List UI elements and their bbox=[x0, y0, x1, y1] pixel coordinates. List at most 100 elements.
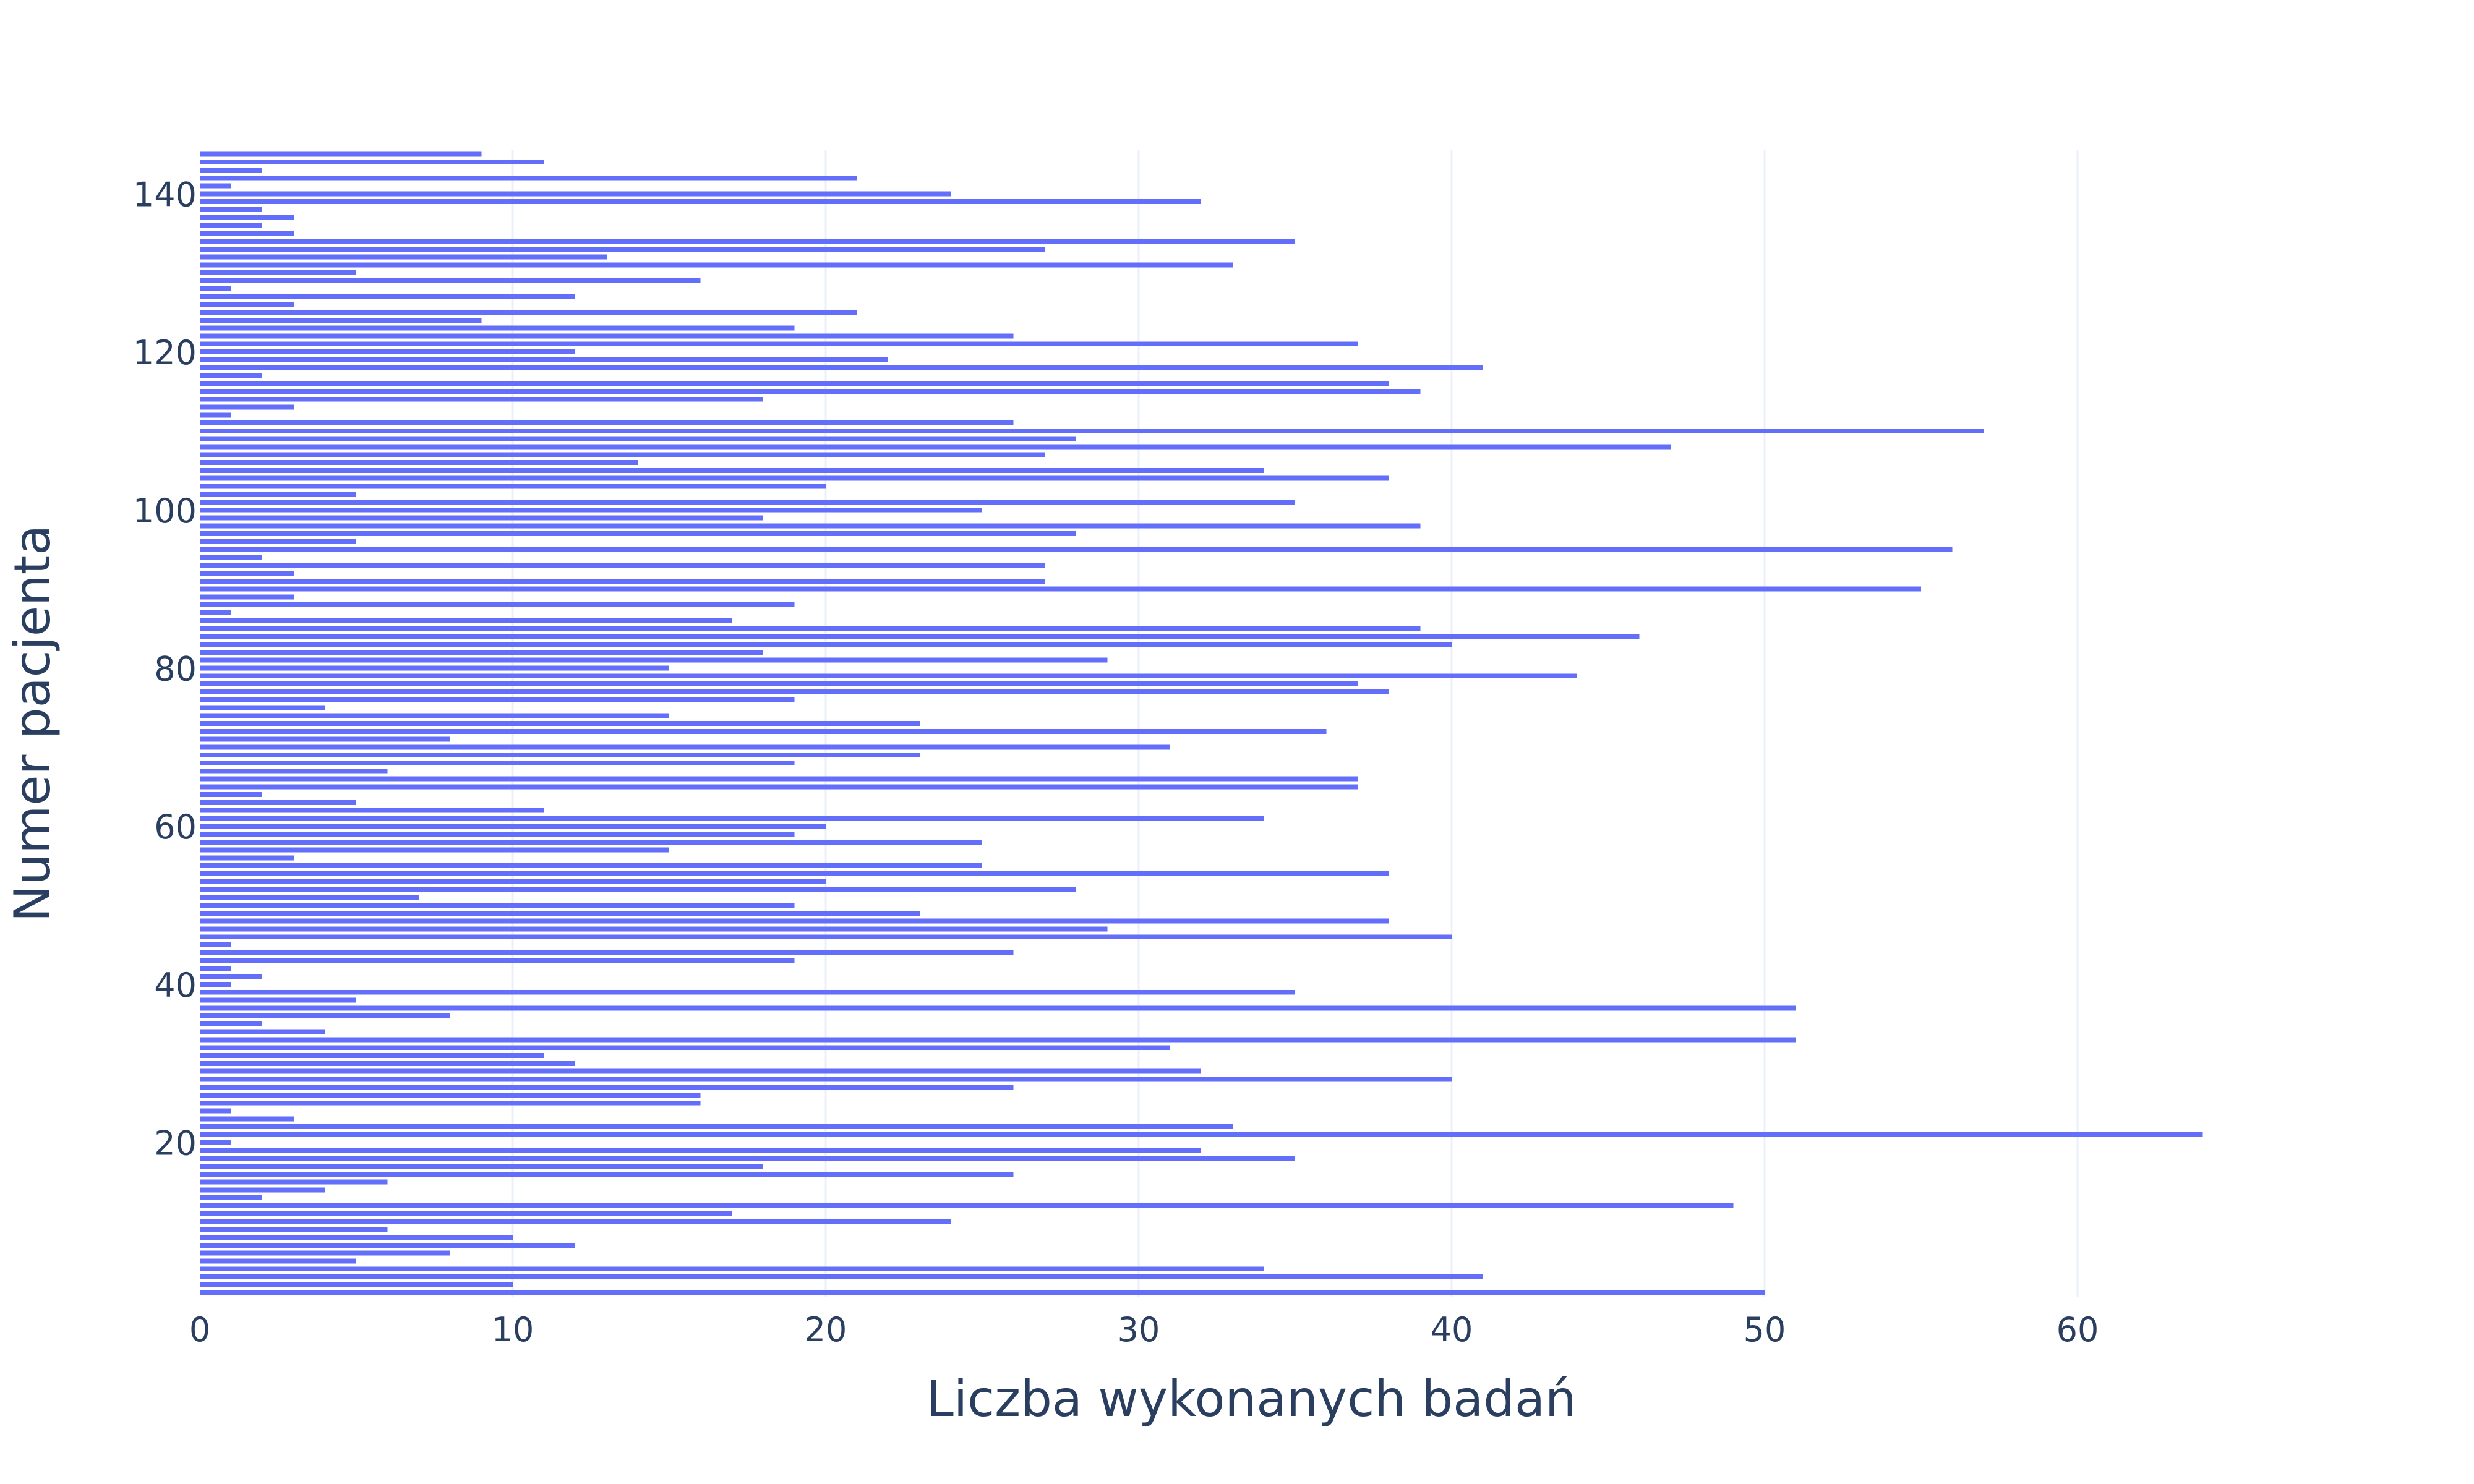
y-tick-label: 40 bbox=[154, 966, 197, 1005]
bar-patient-114 bbox=[200, 396, 763, 402]
bar-patient-36 bbox=[200, 1013, 450, 1019]
bar-patient-101 bbox=[200, 500, 1295, 505]
bar-patient-17 bbox=[200, 1164, 763, 1169]
bar-patient-58 bbox=[200, 839, 982, 845]
y-tick-label: 20 bbox=[154, 1124, 197, 1163]
bar-patient-81 bbox=[200, 657, 1108, 663]
bar-patient-137 bbox=[200, 215, 294, 220]
bar-patient-49 bbox=[200, 910, 920, 916]
bar-patient-26 bbox=[200, 1092, 701, 1098]
bar-patient-28 bbox=[200, 1077, 1452, 1082]
bar-patient-130 bbox=[200, 270, 356, 276]
bar-patient-132 bbox=[200, 254, 607, 260]
bar-patient-134 bbox=[200, 239, 1295, 244]
bar-patient-38 bbox=[200, 997, 356, 1003]
bar-patient-126 bbox=[200, 302, 294, 307]
bar-patient-10 bbox=[200, 1219, 951, 1224]
x-axis-ticks: 0 10 20 30 40 50 60 bbox=[189, 1310, 2099, 1349]
bar-patient-135 bbox=[200, 231, 294, 236]
bar-patient-19 bbox=[200, 1148, 1202, 1153]
bar-patient-63 bbox=[200, 800, 356, 805]
bar-patient-115 bbox=[200, 389, 1421, 394]
bar-patient-32 bbox=[200, 1045, 1170, 1051]
bar-patient-53 bbox=[200, 879, 826, 884]
bar-patient-119 bbox=[200, 357, 889, 362]
bar-patient-113 bbox=[200, 404, 294, 410]
x-tick-label: 50 bbox=[1744, 1310, 1786, 1349]
y-tick-label: 80 bbox=[154, 649, 197, 688]
x-axis-title: Liczba wykonanych badań bbox=[926, 1370, 1576, 1428]
bar-patient-1 bbox=[200, 1290, 1765, 1295]
bar-patient-37 bbox=[200, 1005, 1796, 1011]
bar-patient-112 bbox=[200, 412, 231, 418]
bar-patient-33 bbox=[200, 1037, 1796, 1043]
bar-patient-56 bbox=[200, 855, 294, 861]
bar-patient-98 bbox=[200, 523, 1421, 529]
bars-series bbox=[200, 151, 2203, 1295]
y-tick-label: 140 bbox=[133, 175, 197, 214]
x-tick-label: 30 bbox=[1118, 1310, 1160, 1349]
bar-patient-43 bbox=[200, 958, 795, 963]
bar-patient-94 bbox=[200, 555, 263, 560]
bar-patient-99 bbox=[200, 515, 763, 521]
bar-patient-116 bbox=[200, 381, 1389, 386]
bar-patient-51 bbox=[200, 895, 419, 900]
bar-patient-106 bbox=[200, 460, 638, 466]
bar-patient-84 bbox=[200, 634, 1640, 639]
bar-patient-120 bbox=[200, 349, 576, 355]
bar-patient-35 bbox=[200, 1021, 263, 1026]
bar-patient-121 bbox=[200, 341, 1358, 347]
y-tick-label: 60 bbox=[154, 808, 197, 846]
bar-patient-89 bbox=[200, 594, 294, 600]
bar-patient-77 bbox=[200, 689, 1389, 694]
bar-patient-139 bbox=[200, 199, 1202, 205]
bar-patient-78 bbox=[200, 681, 1358, 687]
bar-patient-12 bbox=[200, 1203, 1734, 1208]
bar-patient-104 bbox=[200, 475, 1389, 481]
bar-patient-108 bbox=[200, 444, 1671, 450]
bar-patient-145 bbox=[200, 151, 482, 157]
bar-patient-27 bbox=[200, 1085, 1014, 1090]
gridlines bbox=[511, 150, 2079, 1297]
bar-patient-13 bbox=[200, 1195, 263, 1201]
bar-patient-83 bbox=[200, 642, 1452, 647]
bar-patient-64 bbox=[200, 792, 263, 798]
y-axis-ticks: 20 40 60 80 100 120 140 bbox=[133, 175, 197, 1162]
bar-patient-50 bbox=[200, 903, 795, 908]
bar-patient-118 bbox=[200, 365, 1483, 370]
bar-patient-97 bbox=[200, 531, 1076, 537]
y-tick-label: 120 bbox=[133, 333, 197, 372]
bar-patient-67 bbox=[200, 768, 388, 774]
bar-patient-4 bbox=[200, 1266, 1264, 1272]
bar-patient-136 bbox=[200, 223, 263, 228]
bar-patient-95 bbox=[200, 547, 1953, 552]
bar-patient-9 bbox=[200, 1227, 388, 1232]
bar-patient-107 bbox=[200, 452, 1045, 458]
bar-patient-65 bbox=[200, 784, 1358, 790]
y-tick-label: 100 bbox=[133, 492, 197, 531]
bar-patient-68 bbox=[200, 760, 795, 765]
x-tick-label: 0 bbox=[189, 1310, 210, 1349]
bar-patient-127 bbox=[200, 294, 576, 299]
bar-patient-24 bbox=[200, 1108, 231, 1114]
bar-patient-5 bbox=[200, 1258, 356, 1264]
bar-patient-131 bbox=[200, 262, 1233, 268]
bar-patient-60 bbox=[200, 824, 826, 829]
bar-patient-102 bbox=[200, 492, 356, 497]
bar-patient-16 bbox=[200, 1171, 1014, 1177]
bar-patient-110 bbox=[200, 428, 1984, 433]
bar-patient-91 bbox=[200, 578, 1045, 584]
y-axis-title: Numer pacjenta bbox=[4, 525, 61, 922]
bar-patient-18 bbox=[200, 1156, 1295, 1161]
bar-patient-96 bbox=[200, 539, 356, 544]
bar-patient-80 bbox=[200, 665, 669, 671]
bar-patient-48 bbox=[200, 918, 1389, 924]
bar-patient-82 bbox=[200, 649, 763, 655]
bar-patient-73 bbox=[200, 721, 920, 726]
bar-patient-141 bbox=[200, 183, 231, 189]
bar-patient-39 bbox=[200, 989, 1295, 995]
bar-patient-86 bbox=[200, 618, 732, 623]
bar-patient-59 bbox=[200, 832, 795, 837]
bar-patient-143 bbox=[200, 168, 263, 173]
